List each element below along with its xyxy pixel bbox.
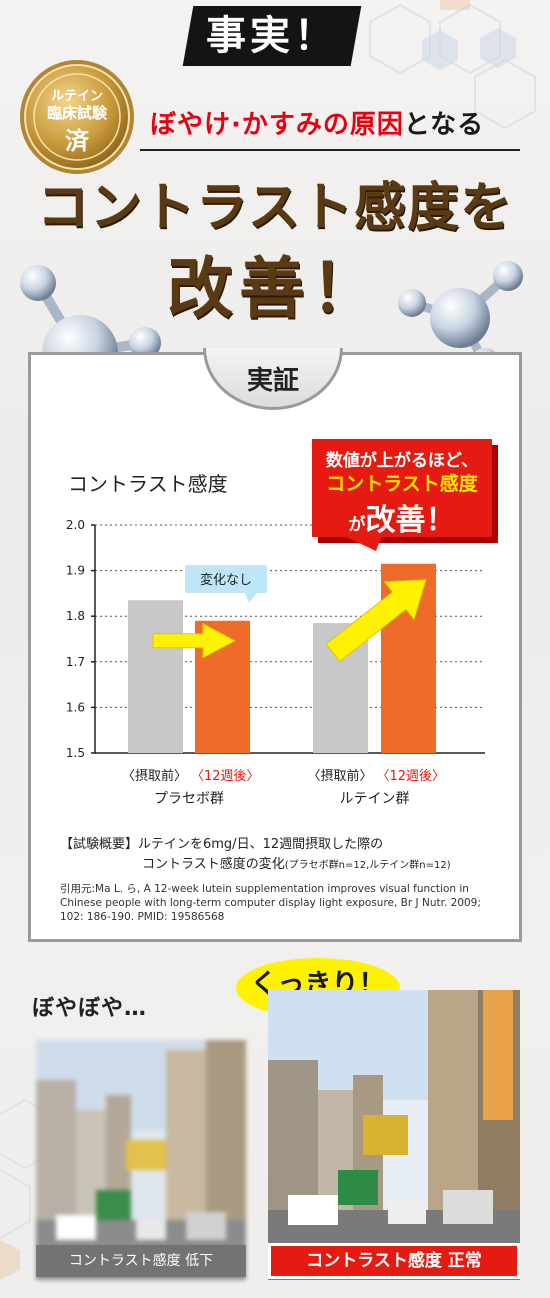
y-tick-label: 1.6: [66, 700, 85, 714]
no-change-arrow: [152, 622, 237, 659]
subtitle-rest: となる: [403, 110, 485, 140]
x-group-name: プラセボ群: [154, 791, 224, 807]
clear-street-photo: [268, 990, 520, 1280]
x-label-before: 〈摂取前〉: [307, 768, 372, 784]
x-label-after: 〈12週後〉: [191, 769, 260, 784]
street-scene-blurry: [36, 1040, 246, 1280]
clinical-trial-badge: ルテイン 臨床試験 済: [18, 58, 136, 176]
fact-banner-text: 事実！: [206, 13, 338, 59]
bar-1: [128, 600, 183, 753]
y-tick-label: 1.5: [66, 746, 85, 760]
badge-line-3: 済: [65, 127, 89, 155]
callout-line-3: が改善！: [312, 495, 492, 539]
chart-title: コントラスト感度: [68, 472, 228, 496]
improvement-arrow-group: [325, 579, 427, 663]
x-group-name: ルテイン群: [340, 791, 410, 807]
low-contrast-caption: コントラスト感度 低下: [36, 1245, 246, 1277]
study-summary: 【試験概要】ルテインを6mg/日、12週間摂取した際の コントラスト感度の変化(…: [60, 835, 500, 876]
callout-line-2: コントラスト感度: [326, 473, 478, 495]
study-summary-line-2: コントラスト感度の変化(プラセボ群n=12,ルテイン群n=12): [60, 855, 500, 876]
study-summary-sample-size: (プラセボ群n=12,ルテイン群n=12): [284, 860, 451, 871]
callout-line-3-small: が: [348, 515, 366, 535]
gold-medal-icon: [20, 60, 134, 174]
blurry-street-photo: [36, 1040, 246, 1280]
improvement-arrow: [325, 579, 427, 663]
citation: 引用元:Ma L. ら, A 12-week lutein supplement…: [60, 883, 481, 923]
blurry-label: ぼやぼや…: [32, 996, 148, 1021]
study-summary-line-1: 【試験概要】ルテインを6mg/日、12週間摂取した際の: [60, 837, 384, 852]
y-tick-label: 1.9: [66, 564, 85, 578]
callout-line-1: 数値が上がるほど、: [325, 451, 479, 471]
headline-line-2: 改善！: [167, 249, 383, 327]
subtitle-underline: [140, 149, 520, 151]
y-tick-label: 2.0: [66, 518, 85, 532]
callout-pointer: [342, 535, 382, 551]
badge-line-1: ルテイン: [50, 89, 103, 104]
badge-line-2: 臨床試験: [46, 104, 107, 122]
subtitle: ぼやけ·かすみの原因となる: [150, 104, 530, 141]
x-label-after: 〈12週後〉: [377, 769, 446, 784]
study-summary-main: コントラスト感度の変化: [142, 857, 285, 872]
no-change-bubble-pointer: [245, 593, 257, 603]
street-scene-clear: [268, 990, 520, 1280]
y-tick-label: 1.8: [66, 609, 85, 623]
callout-line-3-big: 改善！: [365, 503, 456, 538]
y-tick-label: 1.7: [66, 655, 85, 669]
no-change-label: 変化なし: [200, 572, 252, 588]
callout-box: [312, 439, 492, 537]
proof-tab-label: 実証: [246, 366, 299, 396]
no-change-bubble: [185, 565, 267, 593]
headline-line-1: コントラスト感度を: [37, 177, 513, 238]
normal-contrast-caption: コントラスト感度 正常: [268, 1243, 520, 1279]
subtitle-highlight: ぼやけ·かすみの原因: [150, 110, 404, 140]
x-label-before: 〈摂取前〉: [122, 768, 187, 784]
